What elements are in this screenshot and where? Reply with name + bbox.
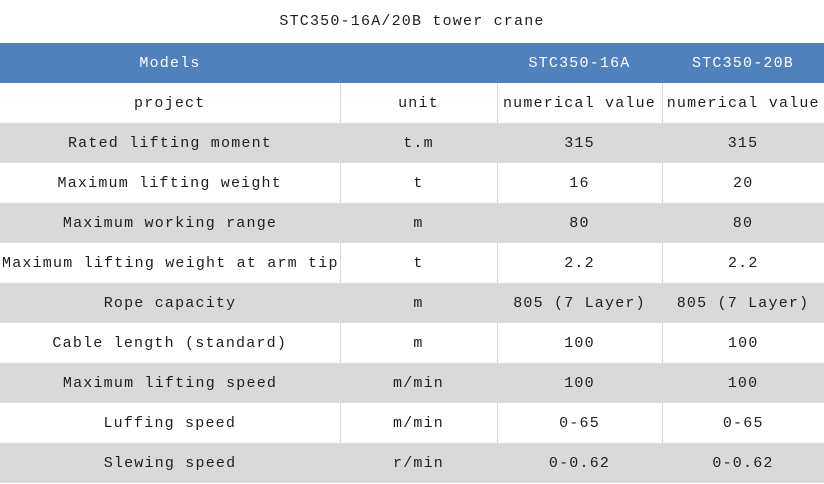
- value-20b-cell: 100: [661, 323, 824, 363]
- project-cell: Maximum lifting weight at arm tip: [2, 254, 339, 272]
- project-cell: Rated lifting moment: [67, 134, 273, 152]
- unit-cell: m: [339, 323, 497, 363]
- value-20b-column-label: numerical value: [661, 83, 824, 123]
- project-cell: Maximum lifting speed: [62, 374, 278, 392]
- value-20b-cell: 0-65: [661, 403, 824, 443]
- value-16a-column-label: numerical value: [496, 83, 662, 123]
- unit-cell: m/min: [339, 403, 497, 443]
- page-title: STC350-16A/20B tower crane: [279, 13, 545, 30]
- value-16a-cell: 80: [569, 214, 590, 232]
- value-16a-cell: 805 (7 Layer): [513, 294, 646, 312]
- unit-cell: t: [339, 163, 497, 203]
- value-16a-cell: 100: [564, 374, 595, 392]
- spec-row: Maximum lifting weight at arm tip t 2.2 2.2: [0, 243, 824, 283]
- spec-row: Slewing speed r/min 0-0.62 0-0.62: [0, 443, 824, 483]
- spec-row: Cable length (standard) m 100 100: [0, 323, 824, 363]
- project-cell: Luffing speed: [103, 414, 237, 432]
- unit-cell: m: [413, 294, 424, 312]
- spec-row: Maximum lifting weight t 16 20: [0, 163, 824, 203]
- unit-cell: t.m: [403, 134, 434, 152]
- spec-row: Luffing speed m/min 0-65 0-65: [0, 403, 824, 443]
- value-20b-cell: 805 (7 Layer): [676, 294, 810, 312]
- project-cell: Maximum lifting weight: [57, 174, 282, 192]
- value-16a-cell: 100: [496, 323, 662, 363]
- value-20b-cell: 80: [732, 214, 754, 232]
- value-20b-cell: 0-0.62: [712, 454, 774, 472]
- value-20b-cell: 20: [661, 163, 824, 203]
- project-cell: Slewing speed: [103, 454, 237, 472]
- models-header-row: Models STC350-16A STC350-20B: [0, 43, 824, 83]
- models-header-spacer: [340, 43, 497, 83]
- value-20b-cell: 2.2: [661, 243, 824, 283]
- column-labels-row: project unit numerical value numerical v…: [0, 83, 824, 123]
- project-column-label: project: [134, 94, 206, 112]
- spec-table-body: Rated lifting moment t.m 315 315 Maximum lif…: [0, 123, 824, 483]
- value-20b-cell: 100: [727, 374, 759, 392]
- unit-column-label: unit: [339, 83, 497, 123]
- unit-cell: t: [339, 243, 497, 283]
- unit-cell: m: [413, 214, 424, 232]
- models-header-cell: Models: [0, 43, 340, 83]
- project-cell: Rope capacity: [103, 294, 237, 312]
- project-cell: Cable length (standard): [52, 334, 288, 352]
- model-20b-header-cell: STC350-20B: [662, 43, 824, 83]
- value-16a-cell: 0-0.62: [548, 454, 611, 472]
- value-20b-cell: 315: [727, 134, 759, 152]
- project-cell: Maximum working range: [62, 214, 278, 232]
- spec-row: Rated lifting moment t.m 315 315: [0, 123, 824, 163]
- unit-cell: r/min: [392, 454, 444, 472]
- value-16a-cell: 16: [496, 163, 662, 203]
- spec-row: Maximum lifting speed m/min 100 100: [0, 363, 824, 403]
- value-16a-cell: 2.2: [496, 243, 662, 283]
- spec-table: Models STC350-16A STC350-20B project uni…: [0, 43, 824, 483]
- model-16a-header-cell: STC350-16A: [497, 43, 662, 83]
- value-16a-cell: 0-65: [496, 403, 662, 443]
- value-16a-cell: 315: [564, 134, 595, 152]
- spec-row: Rope capacity m 805 (7 Layer) 805 (7 Layer): [0, 283, 824, 323]
- spec-row: Maximum working range m 80 80: [0, 203, 824, 243]
- unit-cell: m/min: [392, 374, 444, 392]
